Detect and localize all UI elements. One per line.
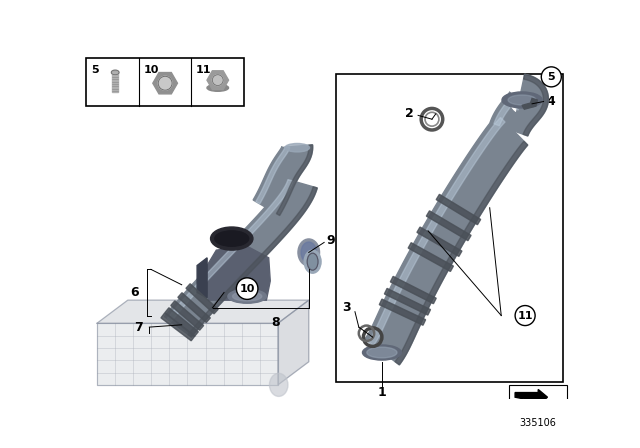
- Ellipse shape: [362, 345, 401, 360]
- Bar: [86, 58, 244, 106]
- Ellipse shape: [307, 253, 318, 270]
- Bar: [112, 73, 118, 92]
- Polygon shape: [426, 211, 471, 241]
- Polygon shape: [417, 227, 462, 256]
- Bar: [509, 385, 566, 417]
- Polygon shape: [276, 145, 313, 215]
- Polygon shape: [178, 293, 211, 323]
- Circle shape: [515, 306, 535, 326]
- Ellipse shape: [211, 227, 253, 250]
- Polygon shape: [205, 246, 270, 300]
- Polygon shape: [161, 313, 195, 341]
- Polygon shape: [365, 114, 528, 365]
- Text: 5: 5: [91, 65, 99, 74]
- Text: 7: 7: [134, 321, 143, 334]
- Circle shape: [541, 67, 561, 87]
- Ellipse shape: [215, 231, 249, 246]
- Ellipse shape: [367, 347, 397, 358]
- Polygon shape: [197, 258, 207, 298]
- Ellipse shape: [298, 239, 319, 266]
- Text: 9: 9: [326, 234, 335, 247]
- Text: 1: 1: [378, 386, 387, 399]
- Circle shape: [212, 75, 223, 86]
- Polygon shape: [368, 117, 505, 345]
- Ellipse shape: [304, 250, 321, 273]
- Text: 8: 8: [271, 315, 280, 328]
- Polygon shape: [395, 141, 528, 365]
- Polygon shape: [278, 300, 308, 385]
- Text: 335106: 335106: [520, 418, 556, 428]
- Ellipse shape: [508, 95, 536, 105]
- Ellipse shape: [502, 92, 542, 108]
- Bar: [336, 74, 563, 382]
- Polygon shape: [253, 145, 313, 215]
- Ellipse shape: [269, 373, 288, 396]
- Polygon shape: [408, 243, 453, 271]
- Polygon shape: [164, 179, 317, 337]
- Polygon shape: [97, 323, 278, 385]
- Ellipse shape: [228, 289, 266, 303]
- Polygon shape: [165, 308, 198, 336]
- Text: 11: 11: [196, 65, 212, 74]
- Polygon shape: [186, 284, 218, 314]
- Polygon shape: [256, 147, 289, 204]
- Polygon shape: [385, 289, 431, 315]
- Text: 2: 2: [406, 108, 414, 121]
- Text: 5: 5: [547, 72, 555, 82]
- Text: 11: 11: [517, 310, 533, 321]
- Ellipse shape: [232, 292, 262, 301]
- Polygon shape: [436, 194, 481, 225]
- Polygon shape: [171, 301, 204, 330]
- Text: 6: 6: [131, 286, 140, 299]
- Polygon shape: [390, 276, 436, 304]
- Polygon shape: [515, 389, 547, 405]
- Polygon shape: [522, 99, 538, 109]
- Polygon shape: [494, 94, 521, 126]
- Ellipse shape: [111, 70, 119, 75]
- Circle shape: [158, 76, 172, 90]
- Text: 10: 10: [143, 65, 159, 74]
- Text: 3: 3: [342, 302, 351, 314]
- Polygon shape: [188, 187, 317, 337]
- Ellipse shape: [285, 143, 310, 152]
- Ellipse shape: [207, 84, 228, 91]
- Text: 10: 10: [239, 284, 255, 293]
- Polygon shape: [380, 299, 426, 325]
- Polygon shape: [167, 180, 292, 322]
- Circle shape: [236, 278, 258, 299]
- Ellipse shape: [301, 242, 316, 263]
- Polygon shape: [523, 74, 548, 136]
- Polygon shape: [97, 300, 308, 323]
- Polygon shape: [515, 407, 557, 411]
- Text: 4: 4: [547, 95, 556, 108]
- Polygon shape: [490, 74, 548, 136]
